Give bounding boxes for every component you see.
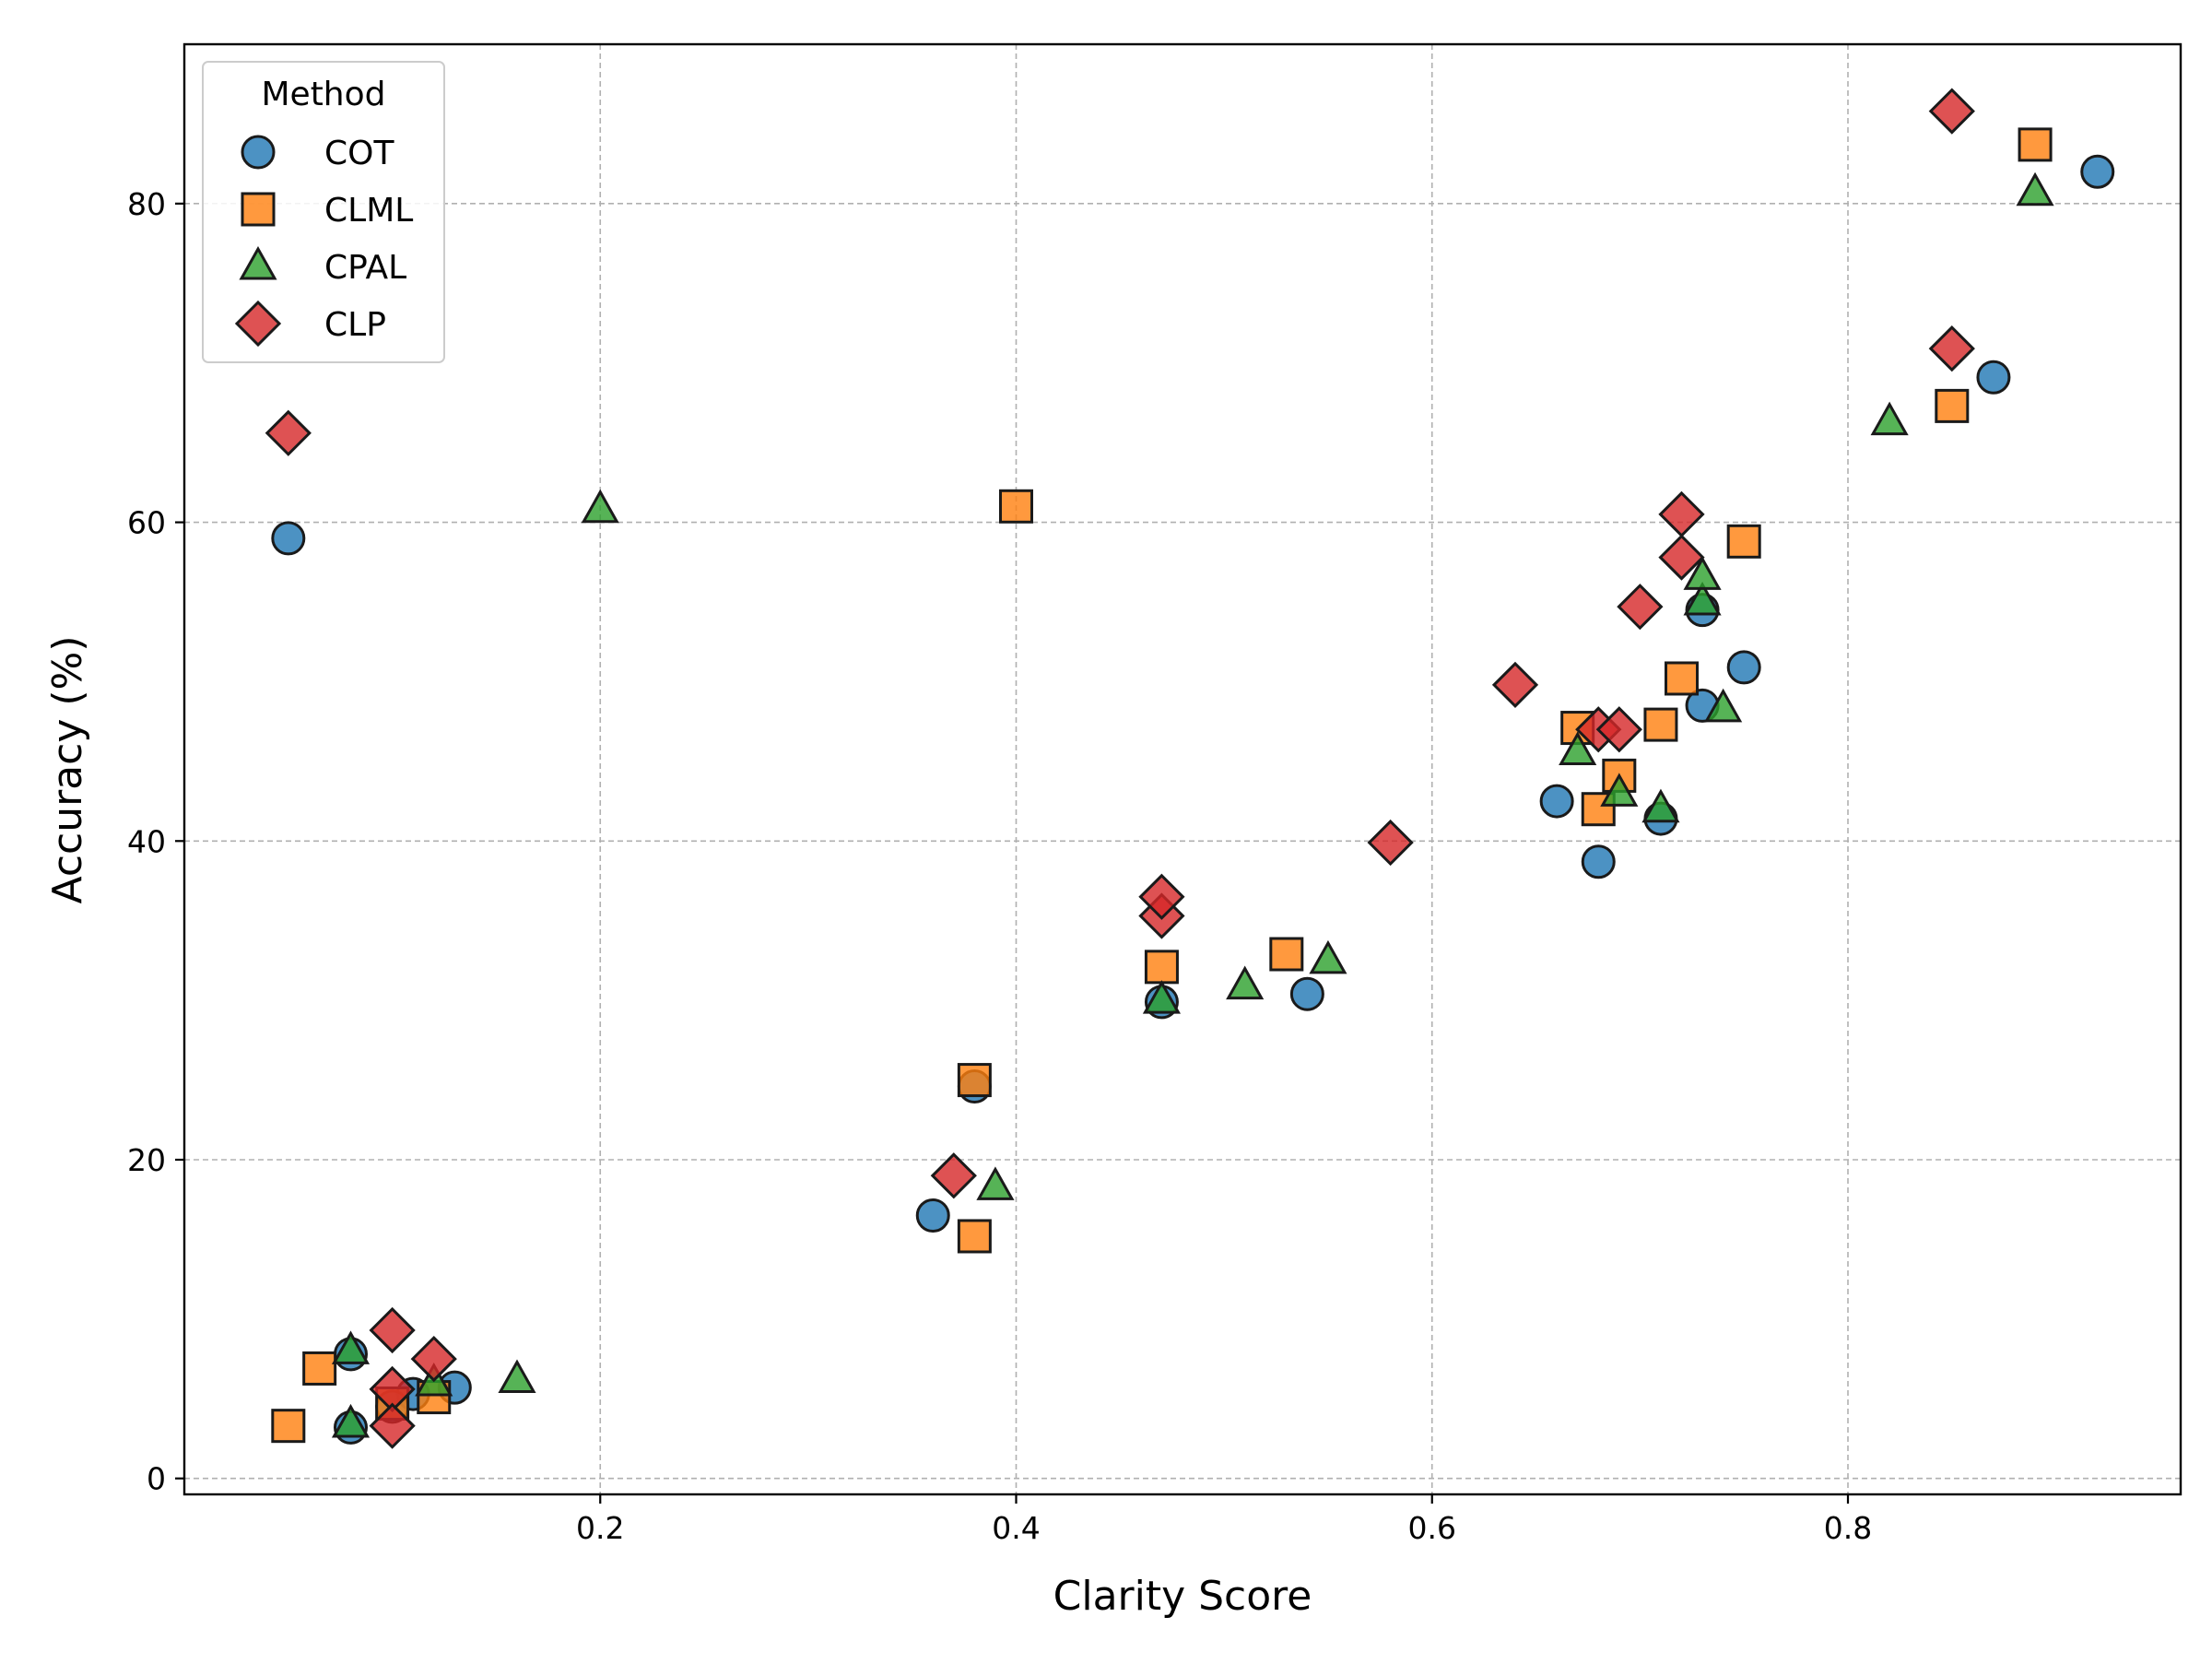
- data-point-clml: [1269, 937, 1304, 972]
- legend-label: CLP: [324, 306, 386, 344]
- data-point-clp: [1658, 490, 1705, 538]
- x-tick-label: 0.2: [576, 1510, 624, 1546]
- data-points: [265, 88, 2115, 1449]
- x-tick-label: 0.4: [992, 1510, 1040, 1546]
- data-point-clp: [1928, 325, 1975, 372]
- series-clml: [271, 127, 2053, 1444]
- data-point-cpal: [976, 1166, 1015, 1200]
- data-point-clp: [369, 1402, 416, 1449]
- data-point-clp: [1928, 88, 1975, 135]
- data-point-cot: [915, 1198, 950, 1233]
- data-point-cot: [271, 521, 306, 556]
- legend-item-cot: COT: [241, 135, 394, 172]
- data-point-cpal: [1309, 939, 1347, 974]
- data-point-cpal: [2016, 171, 2054, 207]
- legend: Method COT CLML CPAL CLP: [202, 61, 445, 363]
- data-point-cot: [1539, 784, 1574, 819]
- legend-marker-cpal: [239, 245, 277, 280]
- legend-label: COT: [324, 135, 394, 172]
- data-point-clml: [1726, 524, 1761, 559]
- legend-marker-clml: [241, 192, 276, 227]
- data-point-cpal: [331, 1403, 371, 1438]
- data-point-clml: [957, 1063, 992, 1098]
- data-point-cpal: [1226, 965, 1265, 1000]
- data-point-clml: [1665, 661, 1699, 696]
- data-point-clp: [1595, 706, 1642, 753]
- data-point-clml: [999, 489, 1033, 524]
- data-point-cpal: [1683, 556, 1722, 590]
- data-point-cpal: [1704, 688, 1743, 723]
- data-point-cot: [1289, 976, 1324, 1011]
- legend-label: CLML: [324, 192, 413, 230]
- plot-frame: [182, 42, 2183, 1496]
- series-clp: [265, 88, 1975, 1449]
- data-point-cpal: [1142, 980, 1182, 1014]
- data-point-cpal: [1870, 401, 1909, 436]
- data-point-clp: [1367, 819, 1414, 867]
- data-point-clml: [1144, 950, 1179, 985]
- y-axis-label: Accuracy (%): [44, 635, 91, 903]
- data-point-cpal: [1559, 731, 1597, 765]
- legend-marker-clp: [234, 300, 282, 348]
- y-tick-label: 0: [147, 1461, 166, 1497]
- data-point-clml: [2018, 127, 2053, 162]
- data-point-clp: [930, 1152, 977, 1199]
- data-point-clml: [271, 1409, 306, 1444]
- x-tick-label: 0.6: [1408, 1510, 1456, 1546]
- series-cpal: [331, 171, 2054, 1438]
- data-point-cpal: [581, 489, 619, 524]
- data-point-clml: [302, 1351, 337, 1386]
- data-point-clp: [1617, 584, 1664, 631]
- data-point-cpal: [1683, 581, 1722, 616]
- y-tick-label: 80: [127, 186, 166, 222]
- x-tick-label: 0.8: [1824, 1510, 1872, 1546]
- data-point-cot: [2080, 154, 2115, 189]
- data-point-clp: [1138, 873, 1185, 920]
- legend-marker-cot: [241, 135, 276, 170]
- data-point-cot: [1976, 360, 2011, 395]
- data-point-clml: [1643, 707, 1678, 742]
- y-tick-label: 20: [127, 1142, 166, 1178]
- data-point-cot: [1581, 844, 1616, 879]
- data-point-clp: [1491, 661, 1539, 709]
- data-point-clml: [957, 1219, 992, 1254]
- legend-item-cpal: CPAL: [239, 245, 406, 287]
- data-point-clml: [1935, 388, 1970, 423]
- axis-ticks: 0.2 0.4 0.6 0.8 0 20 40 60 80: [127, 186, 1872, 1546]
- grid: [184, 44, 2181, 1494]
- data-point-cpal: [331, 1330, 371, 1364]
- data-point-clp: [369, 1306, 416, 1354]
- y-tick-label: 60: [127, 505, 166, 541]
- data-point-cot: [1726, 650, 1761, 685]
- series-cot: [271, 154, 2115, 1445]
- data-point-clp: [410, 1335, 457, 1383]
- data-point-cpal: [1600, 773, 1639, 807]
- y-tick-label: 40: [127, 823, 166, 859]
- x-axis-label: Clarity Score: [1053, 1573, 1312, 1620]
- legend-title: Method: [261, 76, 385, 113]
- data-point-clp: [265, 409, 312, 456]
- data-point-cpal: [498, 1359, 536, 1394]
- data-point-cpal: [1641, 788, 1680, 823]
- data-point-clp: [1658, 534, 1705, 581]
- legend-item-clp: CLP: [234, 300, 386, 348]
- legend-label: CPAL: [324, 249, 406, 287]
- legend-item-clml: CLML: [241, 192, 413, 230]
